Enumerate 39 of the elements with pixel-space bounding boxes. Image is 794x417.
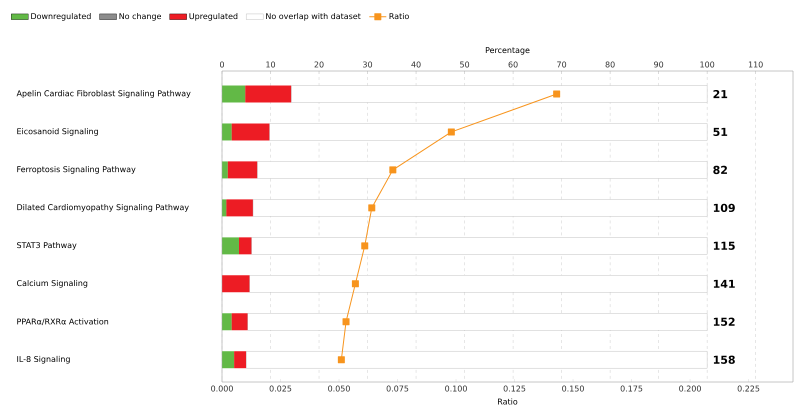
bar xyxy=(291,85,708,103)
bar xyxy=(222,351,234,368)
bar xyxy=(222,275,250,292)
bar xyxy=(222,313,232,330)
bar xyxy=(257,161,708,179)
bar xyxy=(222,199,226,216)
annotation: 51 xyxy=(714,128,728,136)
bar xyxy=(246,351,708,368)
point xyxy=(368,204,376,212)
annotation: 152 xyxy=(714,318,735,326)
bar xyxy=(226,199,254,216)
annotation: 115 xyxy=(714,242,735,250)
point xyxy=(389,166,396,174)
bar xyxy=(245,86,292,103)
point xyxy=(553,90,560,98)
bar xyxy=(251,237,708,255)
bar xyxy=(222,161,228,178)
annotation: 109 xyxy=(714,204,735,212)
annotation: 82 xyxy=(713,166,727,174)
point xyxy=(342,318,350,326)
annotation: 158 xyxy=(714,356,735,364)
bar xyxy=(222,123,232,140)
point xyxy=(352,280,359,288)
bar xyxy=(269,123,708,141)
bar xyxy=(222,86,246,103)
bar xyxy=(232,123,270,140)
bar xyxy=(232,313,248,330)
annotation: 21 xyxy=(714,90,728,98)
bar xyxy=(249,275,708,293)
point xyxy=(448,128,455,136)
bar xyxy=(238,237,252,254)
bar xyxy=(222,237,239,254)
point xyxy=(361,242,368,250)
bar xyxy=(248,313,708,330)
bar xyxy=(234,351,246,368)
annotation: 141 xyxy=(714,280,735,288)
bar xyxy=(228,161,258,178)
bar xyxy=(252,199,708,217)
point xyxy=(338,356,345,364)
